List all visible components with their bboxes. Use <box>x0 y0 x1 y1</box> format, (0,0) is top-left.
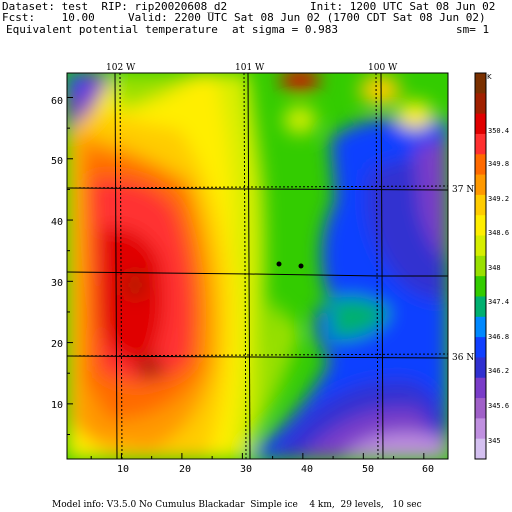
colorbar-swatch <box>475 255 486 277</box>
init-time-label: Init: 1200 UTC Sat 08 Jun 02 <box>310 0 496 13</box>
latitude-label: 36 N <box>452 353 474 363</box>
x-axis: 10 20 30 40 50 60 <box>117 464 434 475</box>
state-line-lower <box>66 355 449 359</box>
colorbar-swatch <box>475 154 486 176</box>
field-name-label: Equivalent potential temperature <box>6 23 218 36</box>
dataset-label: Dataset: test RIP: rip20020608_d2 <box>2 0 228 13</box>
colorbar <box>474 72 487 460</box>
colorbar-swatch <box>475 133 486 155</box>
colorbar-swatch <box>475 377 486 399</box>
longitude-label: 101 W <box>235 63 265 73</box>
axis-ticks <box>67 97 425 459</box>
model-info-footer: Model info: V3.5.0 No Cumulus Blackadar … <box>52 500 422 510</box>
valid-time-label: Valid: 2200 UTC Sat 08 Jun 02 (1700 CDT … <box>128 11 486 24</box>
station-marker <box>298 263 304 269</box>
colorbar-swatch <box>475 235 486 257</box>
colorbar-swatch <box>475 316 486 338</box>
boundary-lines <box>66 72 449 460</box>
x-tick-label: 50 <box>362 464 374 475</box>
colorbar-label: 346.8 <box>488 333 509 341</box>
colorbar-label: 348.6 <box>488 229 509 237</box>
station-marker <box>276 261 282 267</box>
colorbar-label: 345.6 <box>488 402 509 410</box>
colorbar-label: 350.4 <box>488 127 509 135</box>
y-tick-label: 10 <box>51 400 63 411</box>
colorbar-swatch <box>475 174 486 196</box>
colorbar-label: 348 <box>488 264 501 272</box>
longitude-label: 102 W <box>106 63 136 73</box>
county-line-center <box>247 72 251 460</box>
colorbar-swatch <box>475 418 486 440</box>
county-line-mid <box>66 271 448 277</box>
colorbar-frame <box>474 72 487 460</box>
colorbar-swatch <box>475 438 486 460</box>
colorbar-swatch <box>475 276 486 297</box>
colorbar-swatch <box>475 93 486 115</box>
colorbar-swatch <box>475 113 486 135</box>
x-tick-label: 10 <box>117 464 129 475</box>
colorbar-label: 345 <box>488 437 501 445</box>
smoothing-label: sm= 1 <box>456 23 490 36</box>
x-tick-label: 20 <box>179 464 191 475</box>
colorbar-swatch <box>475 398 486 419</box>
y-tick-label: 50 <box>51 156 63 167</box>
colorbar-swatch <box>475 357 486 379</box>
x-tick-label: 40 <box>301 464 313 475</box>
colorbar-swatch <box>475 73 486 94</box>
graticule <box>66 72 449 460</box>
county-line-west <box>114 72 118 460</box>
colorbar-label: 346.2 <box>488 367 509 375</box>
colorbar-swatch <box>475 194 486 216</box>
colorbar-labels: 350.4 349.8 349.2 348.6 348 347.4 346.8 … <box>488 127 509 445</box>
colorbar-swatch <box>475 337 486 358</box>
forecast-hour-label: Fcst: 10.00 <box>2 11 95 24</box>
colorbar-swatch <box>475 215 486 237</box>
y-tick-label: 40 <box>51 217 63 228</box>
y-tick-label: 20 <box>51 339 63 350</box>
colorbar-swatch <box>475 296 486 318</box>
colorbar-unit: K <box>487 73 492 81</box>
colorbar-label: 349.8 <box>488 160 509 168</box>
state-line-upper <box>66 187 449 191</box>
longitude-label: 100 W <box>368 63 398 73</box>
plot-frame <box>66 72 449 460</box>
y-tick-label: 60 <box>51 96 63 107</box>
y-tick-label: 30 <box>51 278 63 289</box>
x-tick-label: 30 <box>240 464 252 475</box>
geo-labels: 102 W 101 W 100 W 37 N 36 N <box>106 63 474 363</box>
sigma-level-label: at sigma = 0.983 <box>232 23 338 36</box>
colorbar-label: 349.2 <box>488 195 509 203</box>
latitude-label: 37 N <box>452 185 474 195</box>
colorbar-label: 347.4 <box>488 298 509 306</box>
contour-field <box>67 73 448 459</box>
y-axis: 10 20 30 40 50 60 <box>51 96 63 411</box>
x-tick-label: 60 <box>422 464 434 475</box>
county-line-east <box>380 72 384 460</box>
